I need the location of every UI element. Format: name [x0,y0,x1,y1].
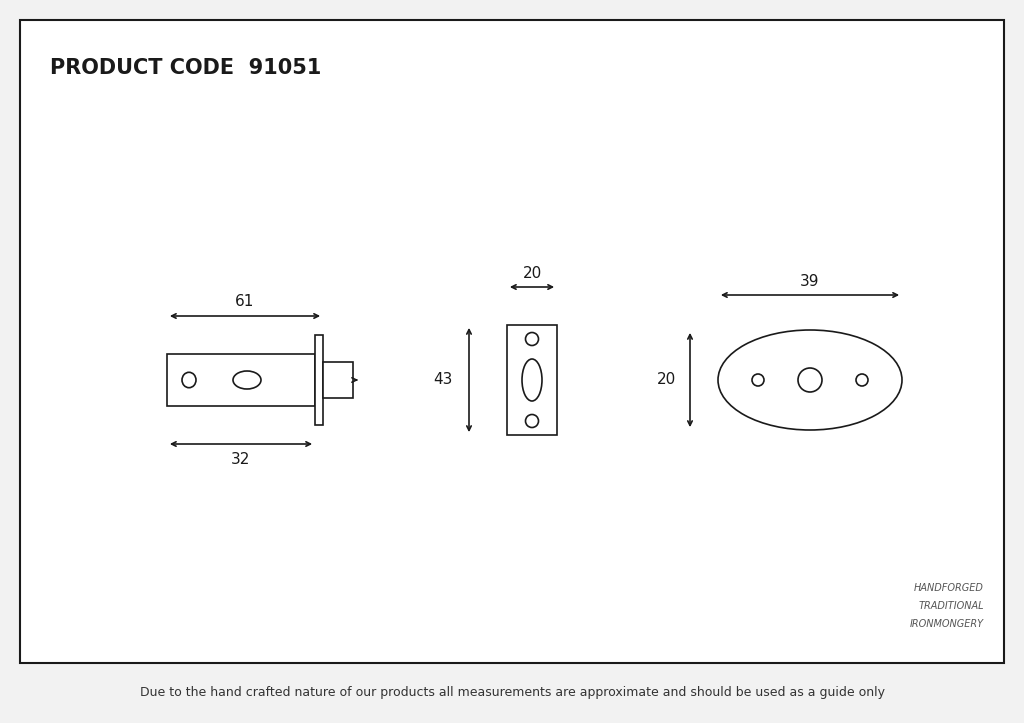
Ellipse shape [522,359,542,401]
Ellipse shape [525,333,539,346]
Bar [315,335,323,425]
Text: 39: 39 [800,273,820,288]
Text: 43: 43 [433,372,453,388]
Text: IRONMONGERY: IRONMONGERY [910,619,984,629]
Text: Due to the hand crafted nature of our products all measurements are approximate : Due to the hand crafted nature of our pr… [139,686,885,699]
Text: PRODUCT CODE  91051: PRODUCT CODE 91051 [50,58,322,78]
Ellipse shape [856,374,868,386]
Text: 61: 61 [236,294,255,309]
Bar [507,325,557,435]
Text: TRADITIONAL: TRADITIONAL [919,601,984,611]
Bar [167,354,315,406]
Ellipse shape [798,368,822,392]
Text: HANDFORGED: HANDFORGED [914,583,984,593]
Text: 20: 20 [522,265,542,281]
Text: 20: 20 [656,372,676,388]
Ellipse shape [233,371,261,389]
Text: 32: 32 [231,453,251,468]
Ellipse shape [182,372,196,388]
Ellipse shape [752,374,764,386]
Bar [323,362,353,398]
Ellipse shape [525,414,539,427]
Ellipse shape [718,330,902,430]
